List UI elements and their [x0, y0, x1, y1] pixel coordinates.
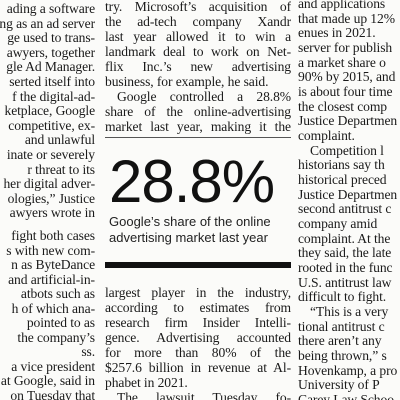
text-line: a vice president	[11, 358, 95, 374]
text-line: n as ByteDance	[11, 257, 95, 272]
text-line: Justice Departmen	[298, 186, 398, 202]
pull-quote-figure: 28.8%	[109, 148, 275, 215]
pull-quote-caption: Google’s share of the online	[109, 214, 271, 229]
text-line: ading a software	[6, 1, 95, 16]
text-line: business, for example, he said.	[105, 74, 269, 89]
text-line: ge used to trans-	[7, 30, 95, 46]
text-line: market last year, making it the	[105, 119, 291, 134]
text-line: for more than 80% of the	[105, 345, 291, 360]
text-line: a market share o	[298, 54, 386, 70]
text-line: s with new com-	[6, 242, 95, 258]
text-line: company amid	[298, 216, 378, 232]
text-line: Justice Departmen	[298, 113, 398, 129]
text-line: and artificial-in-	[8, 271, 95, 287]
text-line: $257.6 billion in revenue at Al-	[105, 360, 291, 375]
text-line: awyers, together	[6, 44, 95, 60]
text-line: inate or severely	[6, 147, 95, 162]
text-line: landmark deal to work on Net-	[105, 44, 291, 59]
text-line: ss.	[81, 344, 95, 359]
text-line: last year allowed it to win a	[105, 29, 291, 44]
text-line: ologies,” Justice	[7, 190, 95, 206]
text-line: they said, the late	[298, 245, 392, 261]
text-line: h of which ana-	[11, 300, 95, 316]
text-line: enues in 2021.	[298, 25, 376, 41]
text-line: U.S. antitrust law	[298, 274, 392, 290]
text-line: historical preced	[298, 172, 387, 188]
text-line: difficult to fight.	[298, 289, 387, 305]
text-line: being thrown,” s	[298, 348, 387, 364]
text-line: Google controlled a 28.8%	[117, 89, 291, 104]
text-line: f the digital-ad-	[12, 88, 95, 104]
text-line: the company’s	[17, 329, 95, 345]
text-line: the ad-tech company Xandr	[105, 14, 291, 29]
text-line: gence. Advertising accounted	[105, 330, 291, 345]
text-line: Competition l	[310, 142, 384, 158]
middle-column: 28.8% Google’s share of the online adver…	[105, 0, 291, 400]
text-line: complaint.	[298, 128, 355, 144]
thick-rule	[105, 262, 291, 268]
text-line: server for publish	[298, 40, 393, 55]
text-line: fight both cases	[11, 228, 95, 243]
text-line: gle Ad Manager.	[6, 59, 95, 75]
text-line: The lawsuit Tuesday fo-	[117, 390, 291, 400]
text-line: complaint. At the	[298, 230, 391, 246]
text-line: 90% by 2015, and	[298, 69, 396, 85]
text-line: that made up 12%	[298, 10, 395, 26]
text-line: according to estimates from	[105, 300, 291, 315]
text-line: is about four time	[298, 84, 393, 100]
text-line: the closest comp	[298, 98, 388, 114]
text-line: historians say th	[298, 157, 385, 173]
rule	[105, 137, 291, 138]
text-line: “This is a very	[310, 304, 389, 320]
text-line: awyers wrote in	[9, 205, 95, 221]
text-line: rooted in the func	[298, 260, 393, 276]
left-column: ading a software ing as an ad server ge us…	[0, 0, 95, 400]
text-line: University of P	[298, 377, 380, 393]
text-line: Hovenkamp, a pro	[298, 362, 398, 378]
text-line: atbots such as	[20, 286, 95, 301]
text-line: on Tuesday that	[10, 387, 95, 400]
text-line: Carey Law Schoo	[298, 392, 394, 400]
text-line: at Google, said in	[0, 373, 95, 388]
text-line: largest player in the industry,	[105, 285, 291, 300]
text-line: share of the online-advertising	[105, 104, 291, 119]
text-line: flix Inc.’s new advertising	[105, 59, 291, 74]
text-line: her digital adver-	[3, 176, 95, 192]
text-line: competitive, ex-	[8, 117, 95, 133]
text-line: ketplace, Google	[4, 103, 96, 119]
text-line: there aren’t any	[298, 333, 382, 349]
text-line: r threat to its	[27, 161, 95, 177]
text-line: ing as an ad server	[0, 15, 95, 31]
text-line: try. Microsoft’s acquisition of	[105, 0, 291, 14]
text-line: and unlawful	[24, 132, 95, 148]
text-line: research firm Insider Intelli-	[105, 315, 291, 330]
text-line: phabet in 2021.	[105, 375, 188, 390]
right-column: and applications that made up 12% enues in…	[298, 0, 400, 400]
text-line: tional antitrust c	[298, 318, 385, 334]
text-line: and applications	[298, 0, 386, 11]
text-line: second antitrust c	[298, 201, 392, 217]
pull-quote-caption: advertising market last year	[109, 230, 268, 245]
text-line: pointed to as	[26, 315, 95, 330]
text-line: serted itself into	[9, 74, 95, 89]
